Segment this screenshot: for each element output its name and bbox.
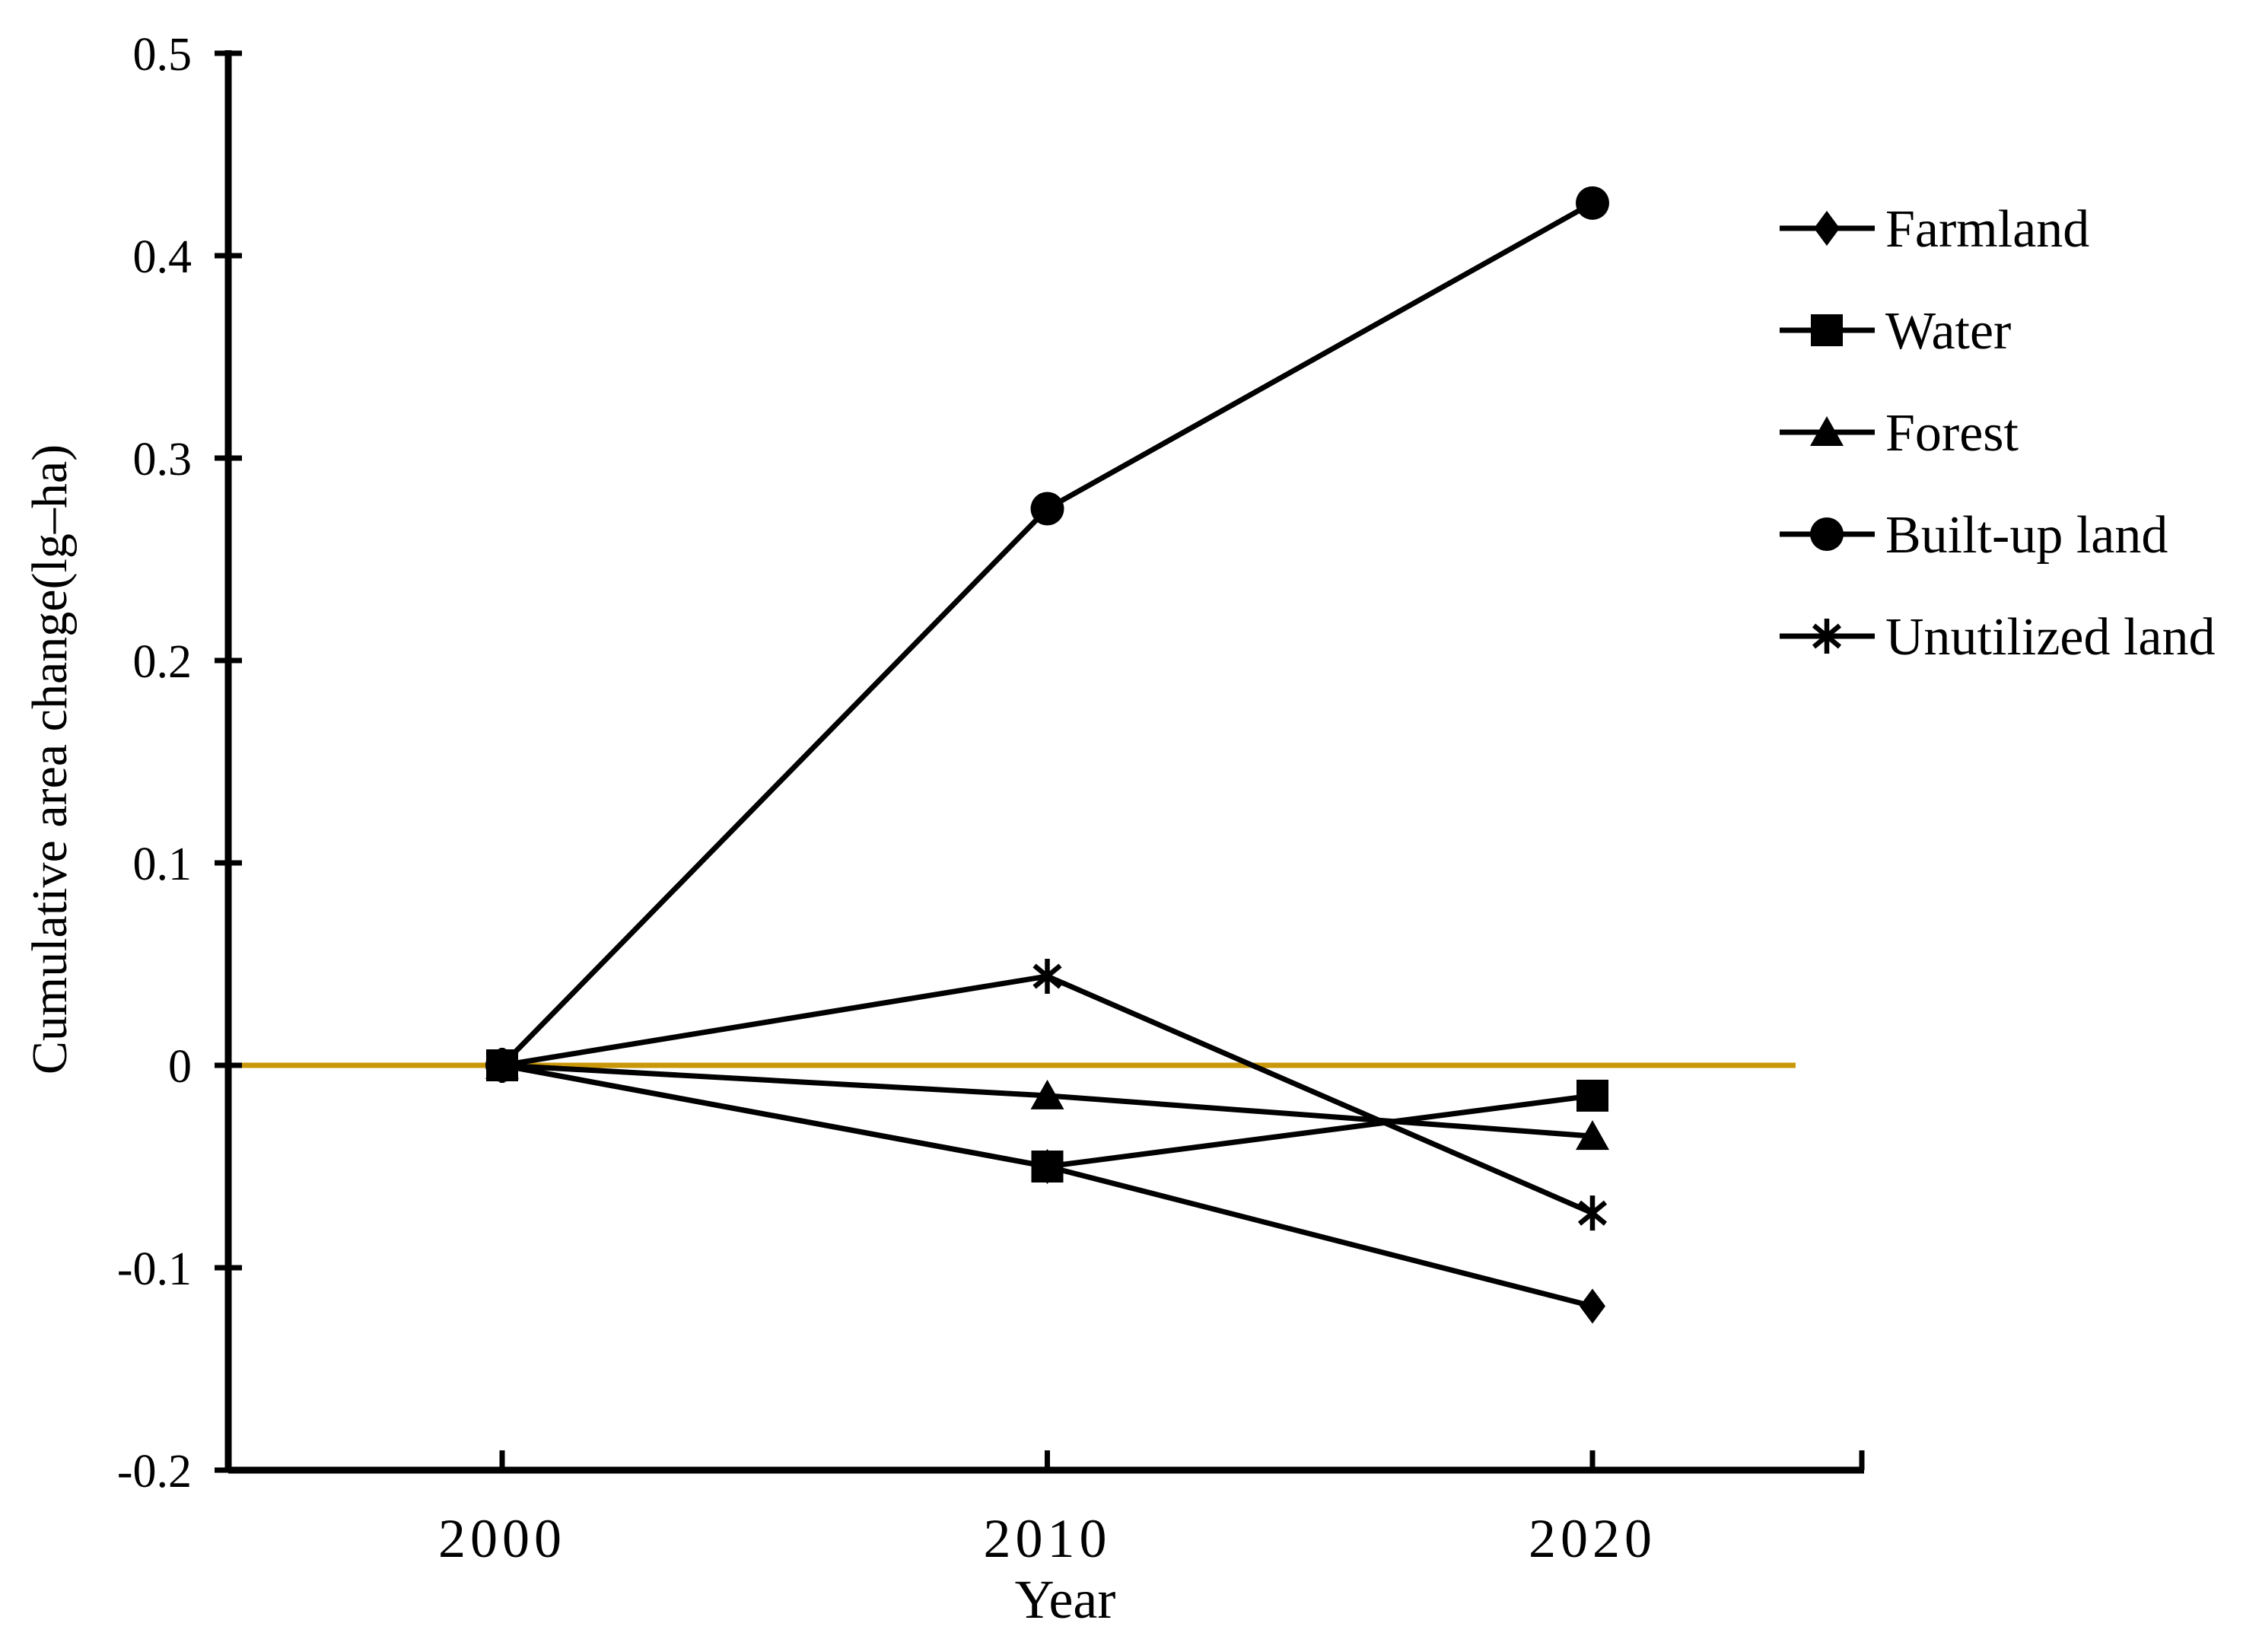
legend-label-unutilized-land: Unutilized land — [1885, 608, 2216, 667]
legend-label-built-up-land: Built-up land — [1885, 506, 2168, 565]
y-tick-label: 0.1 — [133, 839, 192, 890]
marker-forest-2020 — [1576, 1120, 1609, 1151]
series-built-up-land — [485, 186, 1609, 1082]
x-axis-title: Year — [1015, 1569, 1116, 1630]
legend-label-farmland: Farmland — [1885, 200, 2089, 259]
marker-built-up-land-2010 — [1030, 492, 1064, 526]
x-tick-label: 2020 — [1529, 1508, 1656, 1569]
legend-water-square-icon — [1811, 314, 1843, 346]
series-built-up-land-line — [500, 200, 1594, 1068]
legend-item-built-up-land: Built-up land — [1780, 506, 2168, 565]
y-tick-label: 0 — [168, 1041, 192, 1093]
legend-unutilized-land-asterisk-icon — [1812, 619, 1842, 654]
marker-water-2020 — [1576, 1079, 1608, 1112]
legend-item-forest: Forest — [1780, 404, 2019, 463]
marker-forest-2010 — [1030, 1079, 1064, 1109]
legend-farmland-diamond-icon — [1814, 211, 1840, 246]
y-tick-label: 0.4 — [133, 231, 192, 283]
marker-water-2010 — [1031, 1151, 1064, 1183]
series-water — [486, 1049, 1608, 1183]
legend-item-water: Water — [1780, 302, 2011, 361]
y-tick-label: 0.2 — [133, 636, 192, 688]
y-axis-title: Cumulative area change(lg–ha) — [22, 444, 78, 1074]
y-tick-label: 0.3 — [133, 434, 192, 485]
legend-label-water: Water — [1885, 302, 2011, 361]
legend-item-farmland: Farmland — [1780, 200, 2089, 259]
marker-unutilized-land-2010 — [1032, 958, 1062, 994]
y-tick-label: -0.2 — [117, 1446, 192, 1498]
y-tick-label: -0.1 — [117, 1243, 192, 1295]
marker-farmland-2020 — [1580, 1288, 1605, 1324]
marker-unutilized-land-2020 — [1577, 1195, 1608, 1231]
legend-built-up-land-circle-icon — [1810, 517, 1844, 551]
x-tick-label: 2010 — [984, 1508, 1112, 1569]
y-tick-label: 0.5 — [133, 29, 192, 81]
legend-forest-triangle-icon — [1810, 416, 1844, 446]
legend-label-forest: Forest — [1885, 404, 2019, 463]
legend: Farmland Water Forest Built-up land Unutiliz… — [1780, 200, 2216, 667]
x-tick-label: 2000 — [438, 1508, 566, 1569]
marker-water-2000 — [486, 1049, 518, 1081]
marker-built-up-land-2020 — [1576, 186, 1609, 220]
legend-item-unutilized-land: Unutilized land — [1780, 608, 2216, 667]
